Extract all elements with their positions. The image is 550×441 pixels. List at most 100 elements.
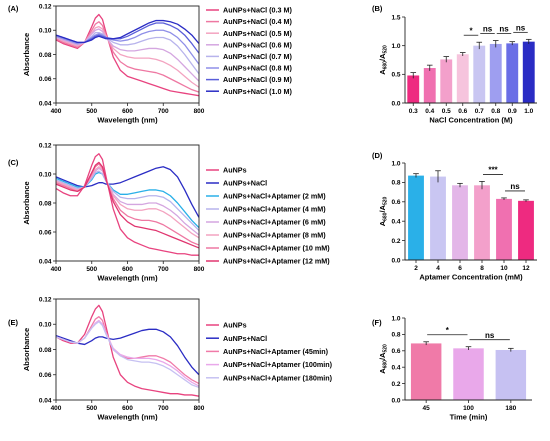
bar-6 xyxy=(452,185,468,260)
bar-1.0 xyxy=(522,41,535,103)
plot-frame xyxy=(55,5,200,104)
significance-label: ns xyxy=(510,182,520,191)
bar-0.6 xyxy=(456,54,469,103)
y-tick-label: 0.4 xyxy=(391,365,400,372)
bar-180 xyxy=(495,349,527,400)
bar-100 xyxy=(453,348,484,400)
legend-label: AuNPs+NaCl (0.3 M) xyxy=(223,6,293,15)
y-tick-label: 0.12 xyxy=(39,296,52,303)
legend-label: AuNPs+NaCl (1.0 M) xyxy=(223,87,293,96)
x-tick-label: 180 xyxy=(505,405,516,412)
significance-label: ns xyxy=(499,25,509,34)
x-tick-label: 45 xyxy=(423,405,431,412)
y-tick-label: 0.06 xyxy=(39,229,52,236)
error-bar xyxy=(492,40,499,48)
bar-2 xyxy=(408,175,424,260)
x-tick-label: 700 xyxy=(158,108,169,115)
x-axis-title: Wavelength (nm) xyxy=(97,116,158,125)
legend-label: AuNPs+NaCl (0.6 M) xyxy=(223,40,293,49)
x-tick-label: 500 xyxy=(86,405,97,412)
series-line-2 xyxy=(56,328,199,376)
panel-label: (E) xyxy=(8,318,19,327)
y-axis-title: Absorbance xyxy=(22,181,31,224)
y-tick-label: 1.0 xyxy=(391,315,400,322)
bar-0.3 xyxy=(407,75,420,103)
bar-4 xyxy=(430,176,446,260)
panel-label: (A) xyxy=(8,4,19,13)
significance-label: ns xyxy=(516,24,526,33)
y-tick-label: 1.5 xyxy=(391,14,400,21)
y-axis-title: Absorbance xyxy=(22,33,31,76)
panel-b: (B) 0.3 0.4 0.5 0.6 0.7 0.8 0.9 1.0 0.0 0.5 1.0 1.5 *… xyxy=(372,4,537,125)
bar-0.4 xyxy=(423,68,436,103)
legend-label: AuNPs+NaCl+Aptamer (180min) xyxy=(223,373,333,382)
error-bar xyxy=(426,64,433,71)
error-bar xyxy=(443,56,450,63)
y-tick-label: 0.04 xyxy=(39,258,52,265)
y-tick-label: 1.0 xyxy=(391,43,400,50)
x-tick-label: 8 xyxy=(480,265,484,272)
x-tick-label: 800 xyxy=(194,266,205,273)
y-axis-title-main: A xyxy=(378,69,387,75)
y-axis-title: Absorbance xyxy=(22,328,31,371)
significance-label: * xyxy=(446,326,450,335)
legend-label: AuNPs xyxy=(223,321,247,330)
x-tick-label: 0.3 xyxy=(409,108,418,115)
x-tick-label: 6 xyxy=(458,265,462,272)
y-axis-title: A680/A520 xyxy=(378,344,389,374)
y-axis-title-main: A xyxy=(378,220,387,226)
error-bar xyxy=(410,72,417,79)
x-tick-label: 400 xyxy=(51,108,62,115)
y-tick-label: 1.0 xyxy=(391,160,400,167)
legend-label: AuNPs+NaCl+Aptamer (6 mM) xyxy=(223,218,326,227)
legend-label: AuNPs+NaCl+Aptamer (8 mM) xyxy=(223,231,326,240)
series-line-5 xyxy=(56,32,199,75)
error-bar xyxy=(501,197,507,200)
y-tick-label: 0.10 xyxy=(39,322,52,329)
y-tick-label: 0.06 xyxy=(39,76,52,83)
y-tick-label: 0.0 xyxy=(391,257,400,264)
series-line-3 xyxy=(56,316,199,385)
x-tick-label: 10 xyxy=(500,265,508,272)
legend-label: AuNPs+NaCl (0.7 M) xyxy=(223,52,293,61)
error-bar xyxy=(413,173,419,178)
error-bar xyxy=(465,346,472,350)
y-tick-label: 0.8 xyxy=(391,180,400,187)
legend-label: AuNPs+NaCl+Aptamer (10 mM) xyxy=(223,244,330,253)
y-axis-title-subscript: 520 xyxy=(383,344,389,353)
y-axis-title-subscript: 680 xyxy=(383,212,389,221)
y-axis-title-subscript: 680 xyxy=(383,61,389,70)
bar-10 xyxy=(496,198,512,260)
series-line-3 xyxy=(56,171,199,229)
legend-label: AuNPs+NaCl (0.4 M) xyxy=(223,17,293,26)
bar-0.9 xyxy=(506,43,519,103)
series-line-2 xyxy=(56,166,199,218)
x-tick-label: 600 xyxy=(122,405,133,412)
error-bar xyxy=(479,181,485,190)
x-axis-title: Wavelength (nm) xyxy=(97,413,158,422)
x-axis-title: Aptamer Concentration (mM) xyxy=(419,273,523,282)
x-tick-label: 0.4 xyxy=(425,108,434,115)
legend-label: AuNPs+NaCl+Aptamer (100min) xyxy=(223,360,333,369)
bar-0.5 xyxy=(440,59,453,103)
panel-e: (E) 0.04 0.06 0.08 0.10 0.12 400 500 600 700 800 Wa… xyxy=(8,296,333,421)
significance-label: * xyxy=(469,26,473,35)
y-tick-label: 0.2 xyxy=(391,381,400,388)
legend-label: AuNPs+NaCl+Aptamer (4 mM) xyxy=(223,205,326,214)
x-tick-label: 0.9 xyxy=(508,108,517,115)
x-tick-label: 700 xyxy=(158,266,169,273)
y-tick-label: 0.10 xyxy=(39,28,52,35)
error-bar xyxy=(508,347,514,352)
y-axis-title-slash: /A xyxy=(378,204,387,212)
error-bar xyxy=(459,52,466,56)
error-bar xyxy=(435,170,441,183)
panel-label: (F) xyxy=(372,318,382,327)
x-tick-label: 500 xyxy=(86,108,97,115)
legend-label: AuNPs+NaCl xyxy=(223,334,267,343)
x-tick-label: 0.8 xyxy=(491,108,500,115)
y-tick-label: 0.08 xyxy=(39,347,52,354)
series-line-8 xyxy=(56,161,199,249)
x-tick-label: 0.5 xyxy=(442,108,451,115)
series-line-5 xyxy=(56,321,199,388)
